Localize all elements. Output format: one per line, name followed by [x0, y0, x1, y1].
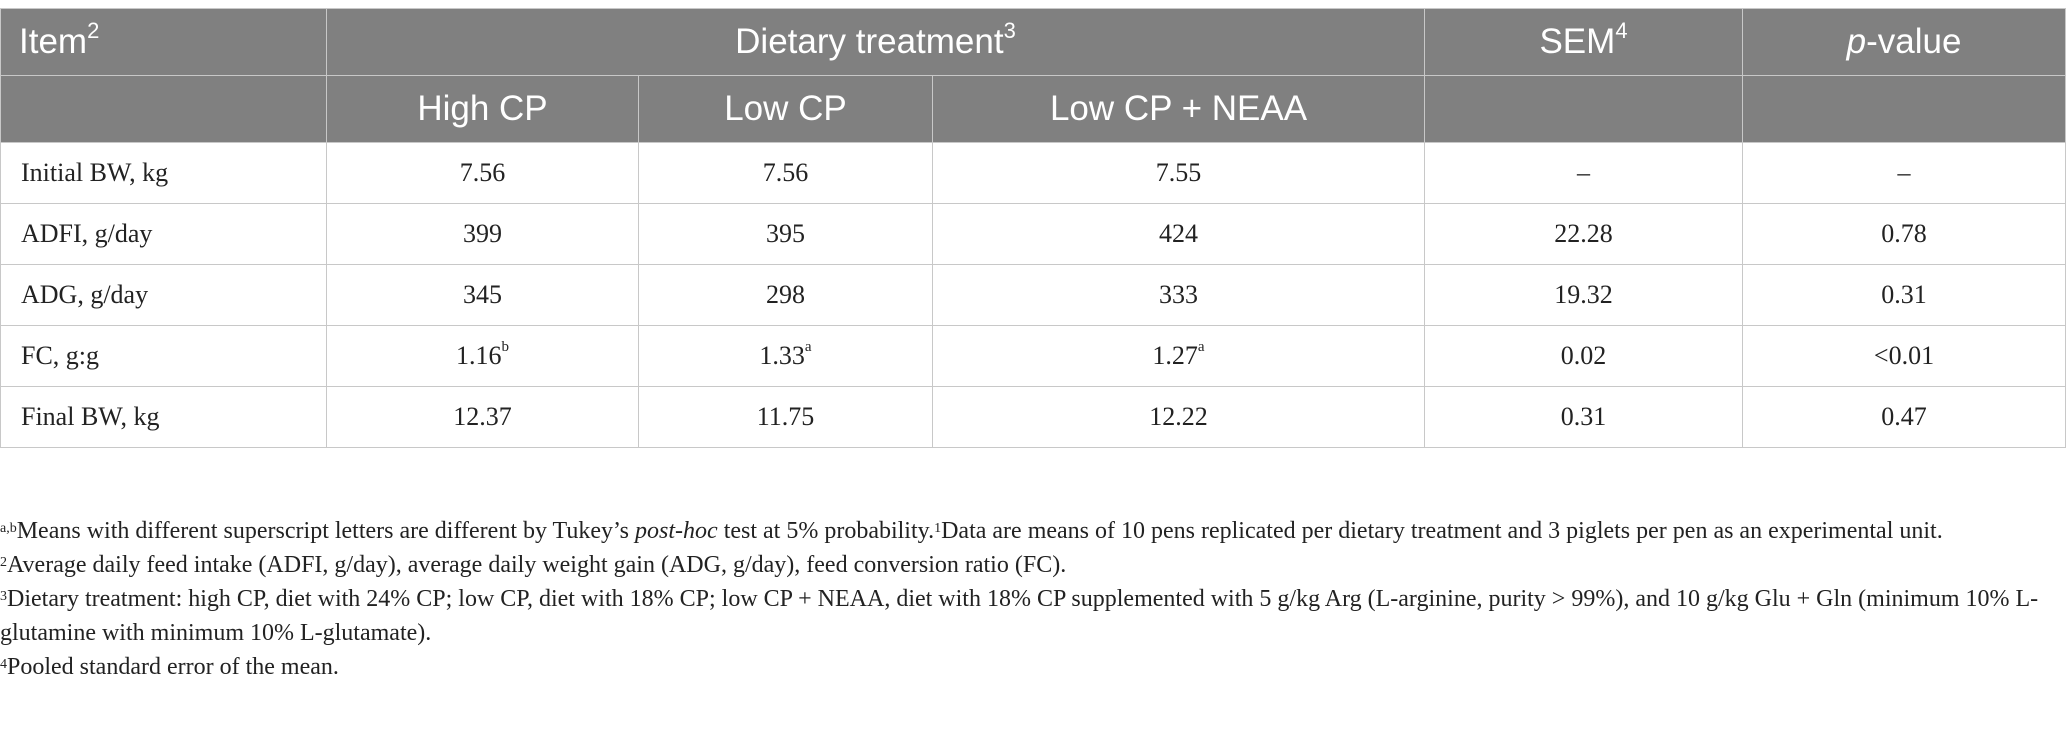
- row-item: ADG, g/day: [0, 264, 327, 326]
- results-table-wrapper: Item2 Dietary treatment3 SEM4 p-value Hi…: [0, 8, 2067, 448]
- cell-sem: –: [1424, 142, 1744, 204]
- table-footnotes: a,bMeans with different superscript lett…: [0, 514, 2060, 684]
- row-item: ADFI, g/day: [0, 203, 327, 265]
- table-subheader-row: High CP Low CP Low CP + NEAA: [0, 75, 2067, 143]
- footnote-4: 4Pooled standard error of the mean.: [0, 654, 339, 680]
- cell-low-cp: 11.75: [638, 386, 933, 448]
- subheader-low-cp: Low CP: [638, 75, 933, 143]
- cell-low-cp: 395: [638, 203, 933, 265]
- performance-table: Item2 Dietary treatment3 SEM4 p-value Hi…: [0, 8, 2067, 448]
- subheader-high-cp: High CP: [326, 75, 639, 143]
- cell-low-cp: 7.56: [638, 142, 933, 204]
- header-sem: SEM4: [1424, 8, 1744, 76]
- table-row: FC, g:g 1.16b 1.33a 1.27a 0.02 <0.01: [0, 325, 2067, 387]
- header-item: Item2: [0, 8, 327, 76]
- cell-p-value: 0.78: [1742, 203, 2067, 265]
- row-item: Final BW, kg: [0, 386, 327, 448]
- cell-p-value: 0.31: [1742, 264, 2067, 326]
- cell-low-cp: 298: [638, 264, 933, 326]
- cell-low-cp-neaa: 333: [931, 264, 1426, 326]
- cell-high-cp: 1.16b: [326, 325, 639, 387]
- cell-high-cp: 399: [326, 203, 639, 265]
- cell-p-value: 0.47: [1742, 386, 2067, 448]
- cell-low-cp-neaa: 1.27a: [931, 325, 1426, 387]
- cell-sem: 0.02: [1424, 325, 1744, 387]
- table-row: Final BW, kg 12.37 11.75 12.22 0.31 0.47: [0, 386, 2067, 448]
- footnote-2: 2Average daily feed intake (ADFI, g/day)…: [0, 552, 1067, 578]
- cell-p-value: <0.01: [1742, 325, 2067, 387]
- cell-low-cp-neaa: 7.55: [931, 142, 1426, 204]
- cell-sem: 22.28: [1424, 203, 1744, 265]
- subheader-empty: [1742, 75, 2067, 143]
- cell-sem: 0.31: [1424, 386, 1744, 448]
- subheader-empty: [1424, 75, 1744, 143]
- cell-p-value: –: [1742, 142, 2067, 204]
- table-row: Initial BW, kg 7.56 7.56 7.55 – –: [0, 142, 2067, 204]
- cell-high-cp: 7.56: [326, 142, 639, 204]
- footnote-3: 3Dietary treatment: high CP, diet with 2…: [0, 586, 2039, 646]
- subheader-low-cp-neaa: Low CP + NEAA: [931, 75, 1426, 143]
- cell-low-cp: 1.33a: [638, 325, 933, 387]
- header-dietary-treatment: Dietary treatment3: [325, 8, 1426, 76]
- cell-high-cp: 345: [326, 264, 639, 326]
- cell-low-cp-neaa: 12.22: [931, 386, 1426, 448]
- cell-low-cp-neaa: 424: [931, 203, 1426, 265]
- cell-sem: 19.32: [1424, 264, 1744, 326]
- header-p-value: p-value: [1742, 8, 2067, 76]
- row-item: FC, g:g: [0, 325, 327, 387]
- cell-high-cp: 12.37: [326, 386, 639, 448]
- table-row: ADFI, g/day 399 395 424 22.28 0.78: [0, 203, 2067, 265]
- table-row: ADG, g/day 345 298 333 19.32 0.31: [0, 264, 2067, 326]
- row-item: Initial BW, kg: [0, 142, 327, 204]
- footnote-1: a,bMeans with different superscript lett…: [0, 518, 1943, 544]
- table-header-row: Item2 Dietary treatment3 SEM4 p-value: [0, 8, 2067, 76]
- subheader-empty: [0, 75, 327, 143]
